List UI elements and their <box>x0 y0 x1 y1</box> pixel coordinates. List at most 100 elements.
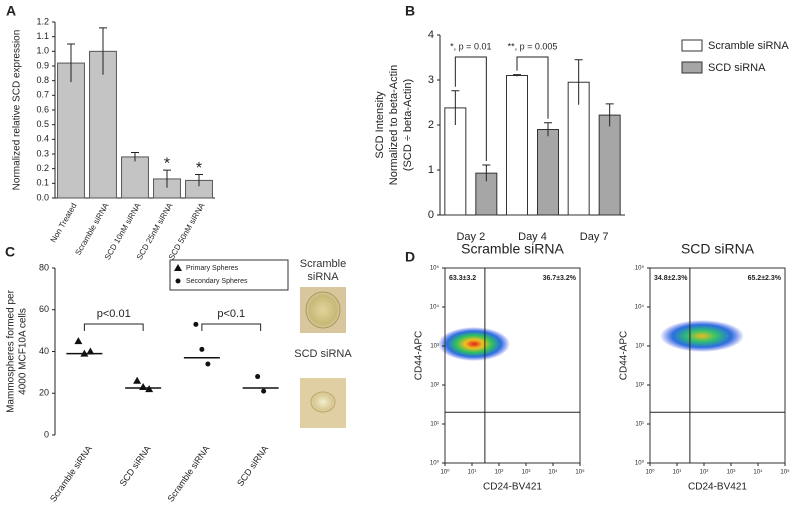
panel-letter: A <box>6 3 16 19</box>
y-tick-label: 0.5 <box>36 119 49 129</box>
x-tick-label: SCD siRNA <box>118 444 153 488</box>
point <box>261 388 267 394</box>
y-tick-label: 0 <box>44 429 49 439</box>
y-tick-label: 0.7 <box>36 90 49 100</box>
y-tick-label: 60 <box>39 304 49 314</box>
annotation: p<0.01 <box>97 308 131 320</box>
plot-frame <box>649 267 786 464</box>
bar <box>89 50 117 199</box>
y-axis-label: (SCD ÷ beta-Actin) <box>402 79 414 171</box>
chart-title: Scramble siRNA <box>461 241 564 257</box>
quadrant-label: 63.3±3.2 <box>449 275 476 282</box>
legend-label: SCD siRNA <box>708 62 766 74</box>
error-bar <box>99 27 107 75</box>
bar <box>506 75 528 216</box>
quadrant-label: 34.8±2.3% <box>654 275 688 282</box>
x-tick-label: 10² <box>700 470 709 476</box>
x-tick-label: 10² <box>495 470 504 476</box>
x-tick-label: SCD siRNA <box>235 444 270 488</box>
bar <box>121 156 149 199</box>
x-tick-label: 10³ <box>522 470 531 476</box>
y-tick-label: 10³ <box>430 344 439 350</box>
bracket <box>454 56 487 162</box>
annotation: p<0.1 <box>217 308 245 320</box>
y-tick-label: 0 <box>428 209 434 221</box>
x-tick-label: 10⁴ <box>753 469 763 476</box>
x-axis-label: CD24-BV421 <box>483 482 542 493</box>
error-bar <box>513 74 521 77</box>
legend-label: Scramble siRNA <box>708 40 789 52</box>
y-tick-label: 0.8 <box>36 75 49 85</box>
y-tick-label: 0.2 <box>36 163 49 173</box>
x-tick-label: 10⁵ <box>575 469 585 476</box>
image-label: Scramble siRNA <box>299 258 347 283</box>
error-bar <box>482 164 491 182</box>
x-tick-label: 10³ <box>727 470 736 476</box>
y-tick-label: 1 <box>428 164 434 176</box>
legend-label: Secondary Spheres <box>186 278 248 285</box>
y-tick-label: 3 <box>428 74 434 86</box>
y-tick-label: 10¹ <box>635 422 644 428</box>
error-bar <box>544 122 552 137</box>
y-axis-label: Normalized to beta-Actin <box>388 65 400 185</box>
legend-label: Primary Spheres <box>186 265 239 272</box>
annotation: *, p = 0.01 <box>450 41 491 51</box>
y-tick-label: 10³ <box>635 344 644 350</box>
x-tick-label: Day 2 <box>456 231 485 243</box>
significance: * <box>196 160 202 177</box>
y-axis-label: SCD Intensity <box>374 91 386 159</box>
point <box>145 385 154 393</box>
x-tick-label: Day 7 <box>580 231 609 243</box>
y-tick-label: 10⁴ <box>635 304 645 311</box>
y-tick-label: 0.1 <box>36 178 49 188</box>
x-tick-label: 10¹ <box>673 470 682 476</box>
y-axis-label: CD44-APC <box>619 331 630 380</box>
x-tick-label: Scramble siRNA <box>48 444 94 504</box>
error-bar <box>131 152 139 162</box>
x-tick-label: Scramble siRNA <box>73 201 110 257</box>
sphere <box>305 291 341 329</box>
y-tick-label: 80 <box>39 262 49 272</box>
bar <box>537 129 559 216</box>
point <box>205 361 211 367</box>
bracket <box>516 56 549 119</box>
legend-marker <box>174 264 182 271</box>
x-tick-label: 10¹ <box>468 470 477 476</box>
x-tick-label: Scramble siRNA <box>165 444 211 504</box>
x-tick-label: Day 4 <box>518 231 547 243</box>
quadrant-label: 36.7±3.2% <box>543 275 577 282</box>
y-tick-label: 40 <box>39 346 49 356</box>
y-axis-label: Normalized relative SCD expression <box>12 30 23 191</box>
plot-frame <box>444 267 581 464</box>
y-tick-label: 10¹ <box>430 422 439 428</box>
x-tick-label: 10⁴ <box>548 469 558 476</box>
y-tick-label: 20 <box>39 388 49 398</box>
point <box>74 337 83 345</box>
error-bar <box>163 169 171 188</box>
y-tick-label: 0.4 <box>36 134 49 144</box>
y-tick-label: 10⁵ <box>635 265 645 272</box>
error-bar <box>195 174 203 187</box>
point <box>199 346 205 352</box>
x-axis-label: CD24-BV421 <box>688 482 747 493</box>
y-tick-label: 10⁰ <box>430 460 440 467</box>
point <box>139 382 148 390</box>
panel-letter: B <box>405 3 415 19</box>
x-tick-label: SCD 50nM siRNA <box>167 201 207 262</box>
y-tick-label: 0.3 <box>36 148 49 158</box>
y-tick-label: 1.2 <box>36 16 49 26</box>
y-axis-label: 4000 MCF10A cells <box>18 308 29 395</box>
y-tick-label: 0.6 <box>36 104 49 114</box>
y-tick-label: 1.1 <box>36 31 49 41</box>
bracket <box>83 323 144 331</box>
x-tick-label: 10⁰ <box>645 469 655 476</box>
bracket <box>201 323 262 331</box>
significance: * <box>164 155 170 172</box>
y-axis-label: CD44-APC <box>414 331 425 380</box>
point <box>133 376 142 384</box>
legend-swatch <box>681 39 703 52</box>
error-bar <box>67 43 75 83</box>
y-tick-label: 10⁵ <box>430 265 440 272</box>
legend-box <box>169 259 289 291</box>
legend-marker <box>175 278 181 284</box>
